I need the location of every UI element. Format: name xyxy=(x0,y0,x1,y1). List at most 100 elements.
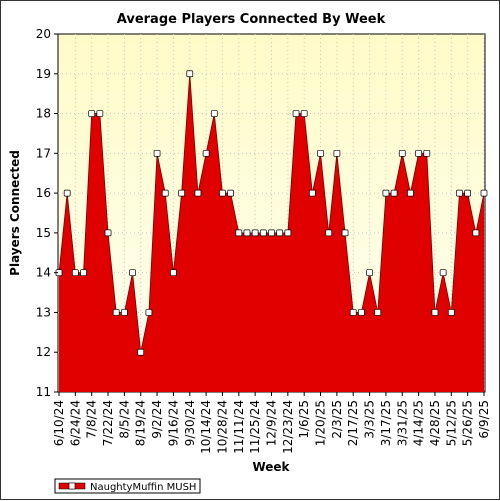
y-tick-label: 18 xyxy=(36,107,51,121)
x-tick-label: 5/12/25 xyxy=(444,400,458,446)
data-point xyxy=(186,70,194,78)
y-tick-label: 17 xyxy=(36,146,51,160)
data-point xyxy=(104,229,112,237)
data-point xyxy=(235,229,243,237)
x-tick-label: 7/8/24 xyxy=(85,400,99,439)
data-point xyxy=(268,229,275,237)
data-point xyxy=(145,309,153,316)
data-point xyxy=(464,189,472,197)
data-point xyxy=(202,149,210,157)
data-point xyxy=(390,189,398,197)
data-point xyxy=(366,269,373,277)
x-axis: 6/10/24 6/24/24 7/8/24 7/22/24 8/5/24 8/19/24… xyxy=(52,392,491,454)
data-point xyxy=(194,189,202,197)
legend: NaughtyMuffin MUSH xyxy=(54,478,201,494)
x-tick-label: 8/5/24 xyxy=(117,400,131,439)
data-point xyxy=(71,269,79,277)
data-point xyxy=(292,110,300,117)
data-point xyxy=(382,189,390,197)
x-tick-label: 4/28/25 xyxy=(428,400,442,446)
data-point xyxy=(309,189,316,197)
x-axis-label: Week xyxy=(252,460,290,474)
x-tick-label: 12/9/24 xyxy=(265,400,279,446)
legend-label: NaughtyMuffin MUSH xyxy=(90,482,196,493)
x-tick-label: 3/17/25 xyxy=(379,400,393,446)
data-point xyxy=(480,189,488,197)
data-point xyxy=(153,149,161,157)
legend-marker xyxy=(68,482,76,490)
x-tick-label: 6/9/25 xyxy=(477,400,491,439)
data-point xyxy=(80,269,87,277)
x-tick-label: 3/3/25 xyxy=(363,400,377,439)
data-point xyxy=(341,229,349,237)
x-tick-label: 12/23/24 xyxy=(281,400,295,454)
data-point xyxy=(170,269,177,277)
data-point xyxy=(333,149,341,157)
x-tick-label: 4/14/25 xyxy=(412,400,426,446)
x-tick-label: 2/3/25 xyxy=(330,400,344,439)
data-point xyxy=(129,269,136,277)
data-point xyxy=(63,189,71,197)
data-point xyxy=(349,309,357,316)
y-tick-label: 11 xyxy=(36,385,51,399)
y-tick-label: 12 xyxy=(36,345,51,359)
x-tick-label: 11/25/24 xyxy=(248,400,262,454)
y-axis: 11 12 13 14 15 16 17 18 19 20 xyxy=(36,27,58,399)
data-point xyxy=(112,309,120,316)
data-point xyxy=(456,189,463,197)
data-point xyxy=(251,229,259,237)
data-point xyxy=(374,309,382,316)
data-point xyxy=(415,149,422,157)
x-tick-label: 8/19/24 xyxy=(134,400,148,446)
x-tick-label: 1/20/25 xyxy=(314,400,328,446)
data-point xyxy=(431,309,439,316)
x-tick-label: 9/16/24 xyxy=(166,400,180,446)
data-point xyxy=(472,229,480,237)
y-tick-label: 16 xyxy=(36,186,51,200)
data-point xyxy=(284,229,292,237)
data-point xyxy=(317,149,324,157)
data-point xyxy=(447,309,455,316)
x-tick-label: 11/11/24 xyxy=(232,400,246,454)
data-point xyxy=(407,189,414,197)
data-point xyxy=(423,149,431,157)
data-point xyxy=(276,229,284,237)
series-points xyxy=(55,70,488,356)
x-tick-label: 7/22/24 xyxy=(101,400,115,446)
x-tick-label: 5/26/25 xyxy=(461,400,475,446)
data-point xyxy=(219,189,226,197)
data-point xyxy=(300,110,308,117)
x-tick-label: 9/2/24 xyxy=(150,400,164,439)
data-point xyxy=(227,189,234,197)
y-axis-label: Players Connected xyxy=(8,150,22,276)
x-tick-label: 3/31/25 xyxy=(395,400,409,446)
y-tick-label: 19 xyxy=(36,67,51,81)
data-point xyxy=(178,189,185,197)
y-tick-label: 14 xyxy=(36,266,51,280)
x-tick-label: 10/14/24 xyxy=(199,400,213,454)
data-point xyxy=(243,229,251,237)
data-point xyxy=(161,189,169,197)
x-tick-label: 6/10/24 xyxy=(52,400,66,446)
x-tick-label: 2/17/25 xyxy=(346,400,360,446)
data-point xyxy=(121,309,128,316)
data-point xyxy=(358,309,365,316)
data-point xyxy=(398,149,406,157)
chart-title: Average Players Connected By Week xyxy=(117,12,386,27)
y-tick-label: 15 xyxy=(36,226,51,240)
x-tick-label: 9/30/24 xyxy=(183,400,197,446)
data-point xyxy=(259,229,267,237)
data-point xyxy=(96,110,104,117)
x-tick-label: 1/6/25 xyxy=(297,400,311,439)
data-point xyxy=(210,110,218,117)
data-point xyxy=(325,229,333,237)
legend-box xyxy=(54,478,201,494)
x-tick-label: 6/24/24 xyxy=(68,400,82,446)
x-tick-label: 10/28/24 xyxy=(215,400,229,454)
y-tick-label: 20 xyxy=(36,27,51,41)
data-point xyxy=(439,269,447,277)
data-point xyxy=(88,110,96,117)
y-tick-label: 13 xyxy=(36,305,51,319)
